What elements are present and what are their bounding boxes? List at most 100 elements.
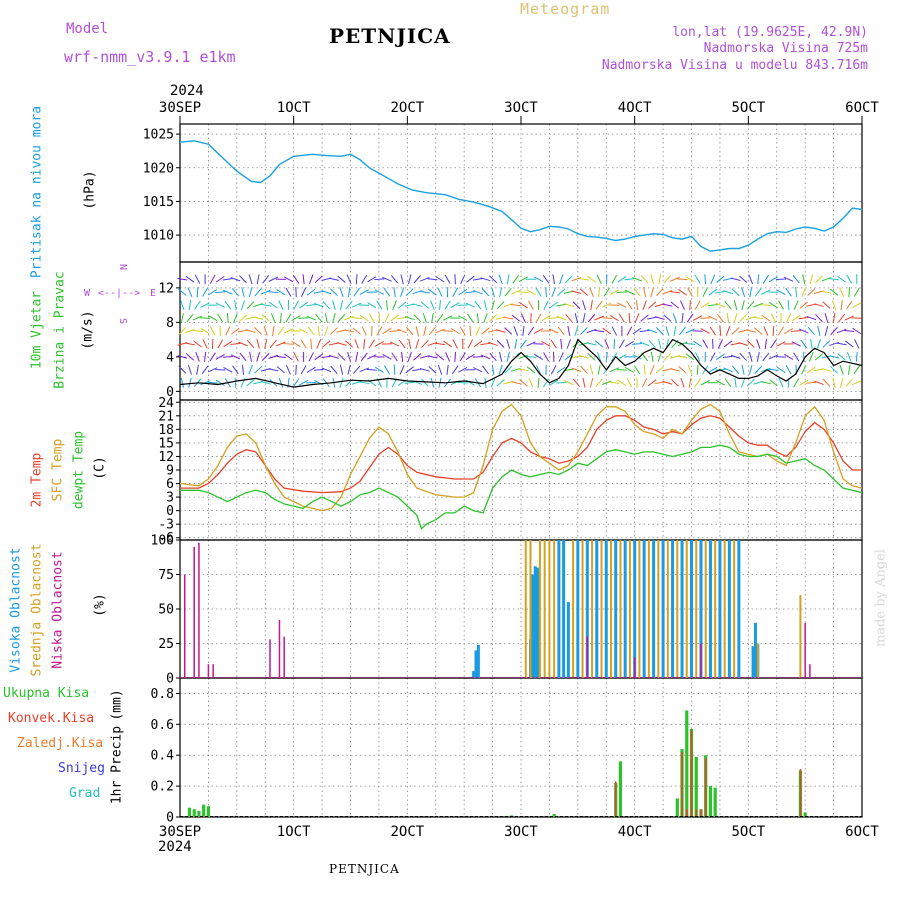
wind-barb xyxy=(688,377,692,388)
cloud-mid-bar xyxy=(647,540,650,678)
wind-barb xyxy=(192,315,203,321)
wind-barb xyxy=(192,329,203,333)
wind-barb xyxy=(476,313,480,324)
wind-barb xyxy=(772,325,775,337)
wind-barb xyxy=(807,288,816,296)
wind-barb xyxy=(188,377,192,388)
wind-barb xyxy=(816,339,821,349)
wind-barb xyxy=(419,290,430,294)
precip-conv-bar xyxy=(690,730,693,817)
wind-barb xyxy=(650,351,654,362)
wind-barb xyxy=(543,300,549,310)
cloud-mid-bar xyxy=(714,540,717,678)
wind-barb xyxy=(177,278,188,281)
wind-barb xyxy=(473,340,483,348)
wind-barb xyxy=(739,352,747,361)
wind-barb xyxy=(839,287,845,297)
cloud-mid-bar xyxy=(723,540,726,678)
wind-barb xyxy=(431,313,434,324)
precip-unit: (mm) xyxy=(109,689,125,721)
wind-barb xyxy=(475,326,481,336)
wind-barb xyxy=(760,381,771,385)
wind-barb xyxy=(384,313,390,323)
wind-barb xyxy=(617,354,627,360)
model-name: wrf-nmm_v3.9.1 e1km xyxy=(64,48,236,66)
wind-barb xyxy=(195,352,200,362)
wind-barb xyxy=(490,377,496,388)
wind-barb xyxy=(658,274,662,285)
wind-barb xyxy=(550,365,557,375)
wind-barb xyxy=(783,276,794,282)
wind-barb xyxy=(209,352,216,362)
wind-barb xyxy=(739,314,747,322)
wind-barb xyxy=(662,290,673,295)
wind-barb xyxy=(581,300,587,311)
cloud-high-bar xyxy=(690,540,693,678)
wind-barb xyxy=(654,381,665,385)
wind-barb xyxy=(846,352,852,362)
wind-barb xyxy=(427,278,438,281)
wind-barb xyxy=(503,302,514,308)
wind-barb xyxy=(632,327,642,335)
bottom-date-tick-label: 1OCT xyxy=(277,824,311,840)
bottom-date-tick-label: 4OCT xyxy=(618,824,652,840)
wind-barb xyxy=(702,287,708,297)
wind-barb xyxy=(422,313,427,323)
temp-y-tick-label: 15 xyxy=(158,436,174,451)
cloud-y-tick-label: 75 xyxy=(158,568,174,583)
wind-barb xyxy=(230,277,241,282)
pressure-ylabel: Pritisak na nivou mora xyxy=(29,105,45,279)
cloud-high-bar xyxy=(533,566,537,678)
wind-barb xyxy=(526,341,536,347)
wind-barb xyxy=(313,368,324,371)
cloud-high-bar xyxy=(708,540,712,678)
wind-barb xyxy=(180,313,184,324)
wind-barb xyxy=(435,276,445,283)
wind-barb xyxy=(518,276,529,283)
wind-barb xyxy=(277,326,285,336)
precip-total-bar xyxy=(202,804,206,817)
wind-barb xyxy=(822,301,831,309)
bottom-year: 2024 xyxy=(158,839,192,855)
wind-barb xyxy=(269,301,278,309)
wind-barb xyxy=(598,287,601,298)
wind-barb xyxy=(846,274,852,284)
wind-barb xyxy=(321,367,332,373)
wind-barb xyxy=(844,315,854,321)
wind-barb xyxy=(230,342,241,345)
cloud-high-bar xyxy=(536,567,540,678)
wind-barb xyxy=(405,288,414,297)
wind-barb xyxy=(276,289,286,296)
wind-barb xyxy=(602,302,612,308)
wind-barb xyxy=(283,276,294,283)
wind-barb xyxy=(336,342,347,346)
wind-barb xyxy=(483,300,487,311)
wind-barb xyxy=(436,313,444,323)
cloud-low-bar xyxy=(809,664,811,678)
wind-barb xyxy=(595,300,603,310)
wind-barb xyxy=(641,378,648,388)
wind-barb xyxy=(324,313,328,324)
wind-barb xyxy=(563,303,574,308)
station-title: PETNJICA xyxy=(329,24,451,48)
wind-barb xyxy=(465,291,476,294)
wind-barb xyxy=(178,365,187,374)
cloud-low-bar xyxy=(207,664,210,678)
wind-barb xyxy=(442,330,453,332)
wind-barb xyxy=(315,313,323,323)
wind-barb xyxy=(520,313,526,323)
wind-barb xyxy=(332,300,336,311)
wind-barb xyxy=(322,301,331,310)
wind-barb xyxy=(457,381,468,384)
cloud-ylabel-low: Niska Oblacnost xyxy=(50,551,66,669)
wind-barb xyxy=(298,379,309,386)
wind-barb xyxy=(632,343,643,345)
wind-barb xyxy=(808,352,814,362)
wind-barb xyxy=(724,378,732,388)
wind-barb xyxy=(778,300,784,310)
wind-barb xyxy=(817,326,821,336)
cloud-low-bar xyxy=(198,542,200,678)
wind-barb xyxy=(847,364,851,375)
wind-barb xyxy=(807,366,816,374)
wind-barb xyxy=(618,339,625,349)
